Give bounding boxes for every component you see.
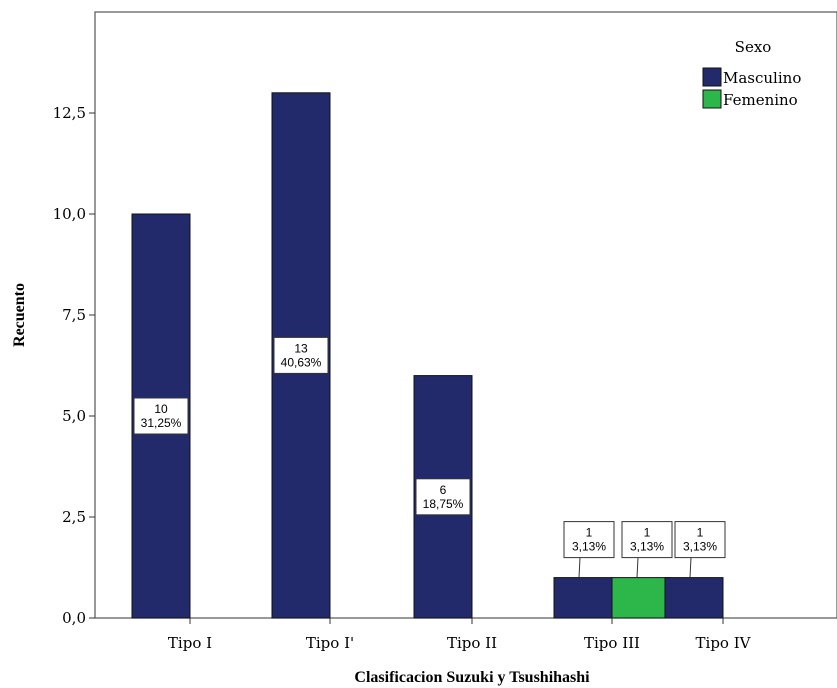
legend-swatch-femenino [702, 89, 722, 109]
x-tick-label: Tipo IV [696, 634, 752, 652]
data-label-count: 13 [294, 341, 308, 355]
data-label-leader [689, 557, 692, 578]
x-tick-label: Tipo I [168, 634, 212, 652]
data-label-leader [636, 557, 639, 578]
legend-label-masculino: Masculino [723, 69, 801, 87]
x-axis-title: Clasificacion Suzuki y Tsushihashi [354, 669, 590, 686]
data-label-count: 1 [644, 526, 651, 540]
y-axis: 0,0 2,5 5,0 7,5 10,0 12,5 [53, 104, 95, 627]
data-label-leader [578, 557, 581, 578]
x-tick-label: Tipo III [584, 634, 640, 652]
bar-femenino [611, 577, 671, 619]
bar-masculino [553, 577, 613, 619]
data-label-count: 1 [586, 526, 593, 540]
legend-swatch-masculino [702, 67, 722, 87]
data-label-box [621, 521, 673, 559]
data-label-count: 6 [440, 483, 447, 497]
x-axis: Tipo I Tipo I' Tipo II Tipo III Tipo IV [168, 618, 752, 652]
data-label-percent: 3,13% [683, 540, 717, 554]
data-labels: 1031,25%1340,63%618,75%13,13%13,13%13,13… [133, 336, 726, 578]
data-label-percent: 18,75% [423, 497, 464, 511]
y-tick-label: 12,5 [53, 104, 86, 122]
x-tick-label: Tipo I' [306, 634, 354, 652]
y-tick-label: 10,0 [53, 205, 86, 223]
y-tick-label: 2,5 [62, 508, 86, 526]
y-axis-title: Recuento [11, 283, 28, 347]
data-label-percent: 40,63% [281, 355, 322, 369]
legend-title: Sexo [735, 38, 772, 56]
legend-label-femenino: Femenino [723, 91, 798, 109]
data-label-percent: 3,13% [572, 540, 606, 554]
data-label-percent: 3,13% [630, 540, 664, 554]
x-tick-label: Tipo II [447, 634, 497, 652]
bar-masculino [664, 577, 724, 619]
data-label-box [415, 478, 471, 516]
data-label-box [133, 397, 189, 435]
legend: Sexo Masculino Femenino [702, 38, 801, 109]
data-label-count: 10 [154, 402, 168, 416]
data-label-count: 1 [697, 526, 704, 540]
y-tick-label: 7,5 [62, 306, 86, 324]
data-label-box [563, 521, 615, 559]
y-tick-label: 0,0 [62, 609, 86, 627]
y-tick-label: 5,0 [62, 407, 86, 425]
data-label-box [273, 336, 329, 374]
data-label-box [674, 521, 726, 559]
data-label-percent: 31,25% [141, 416, 182, 430]
